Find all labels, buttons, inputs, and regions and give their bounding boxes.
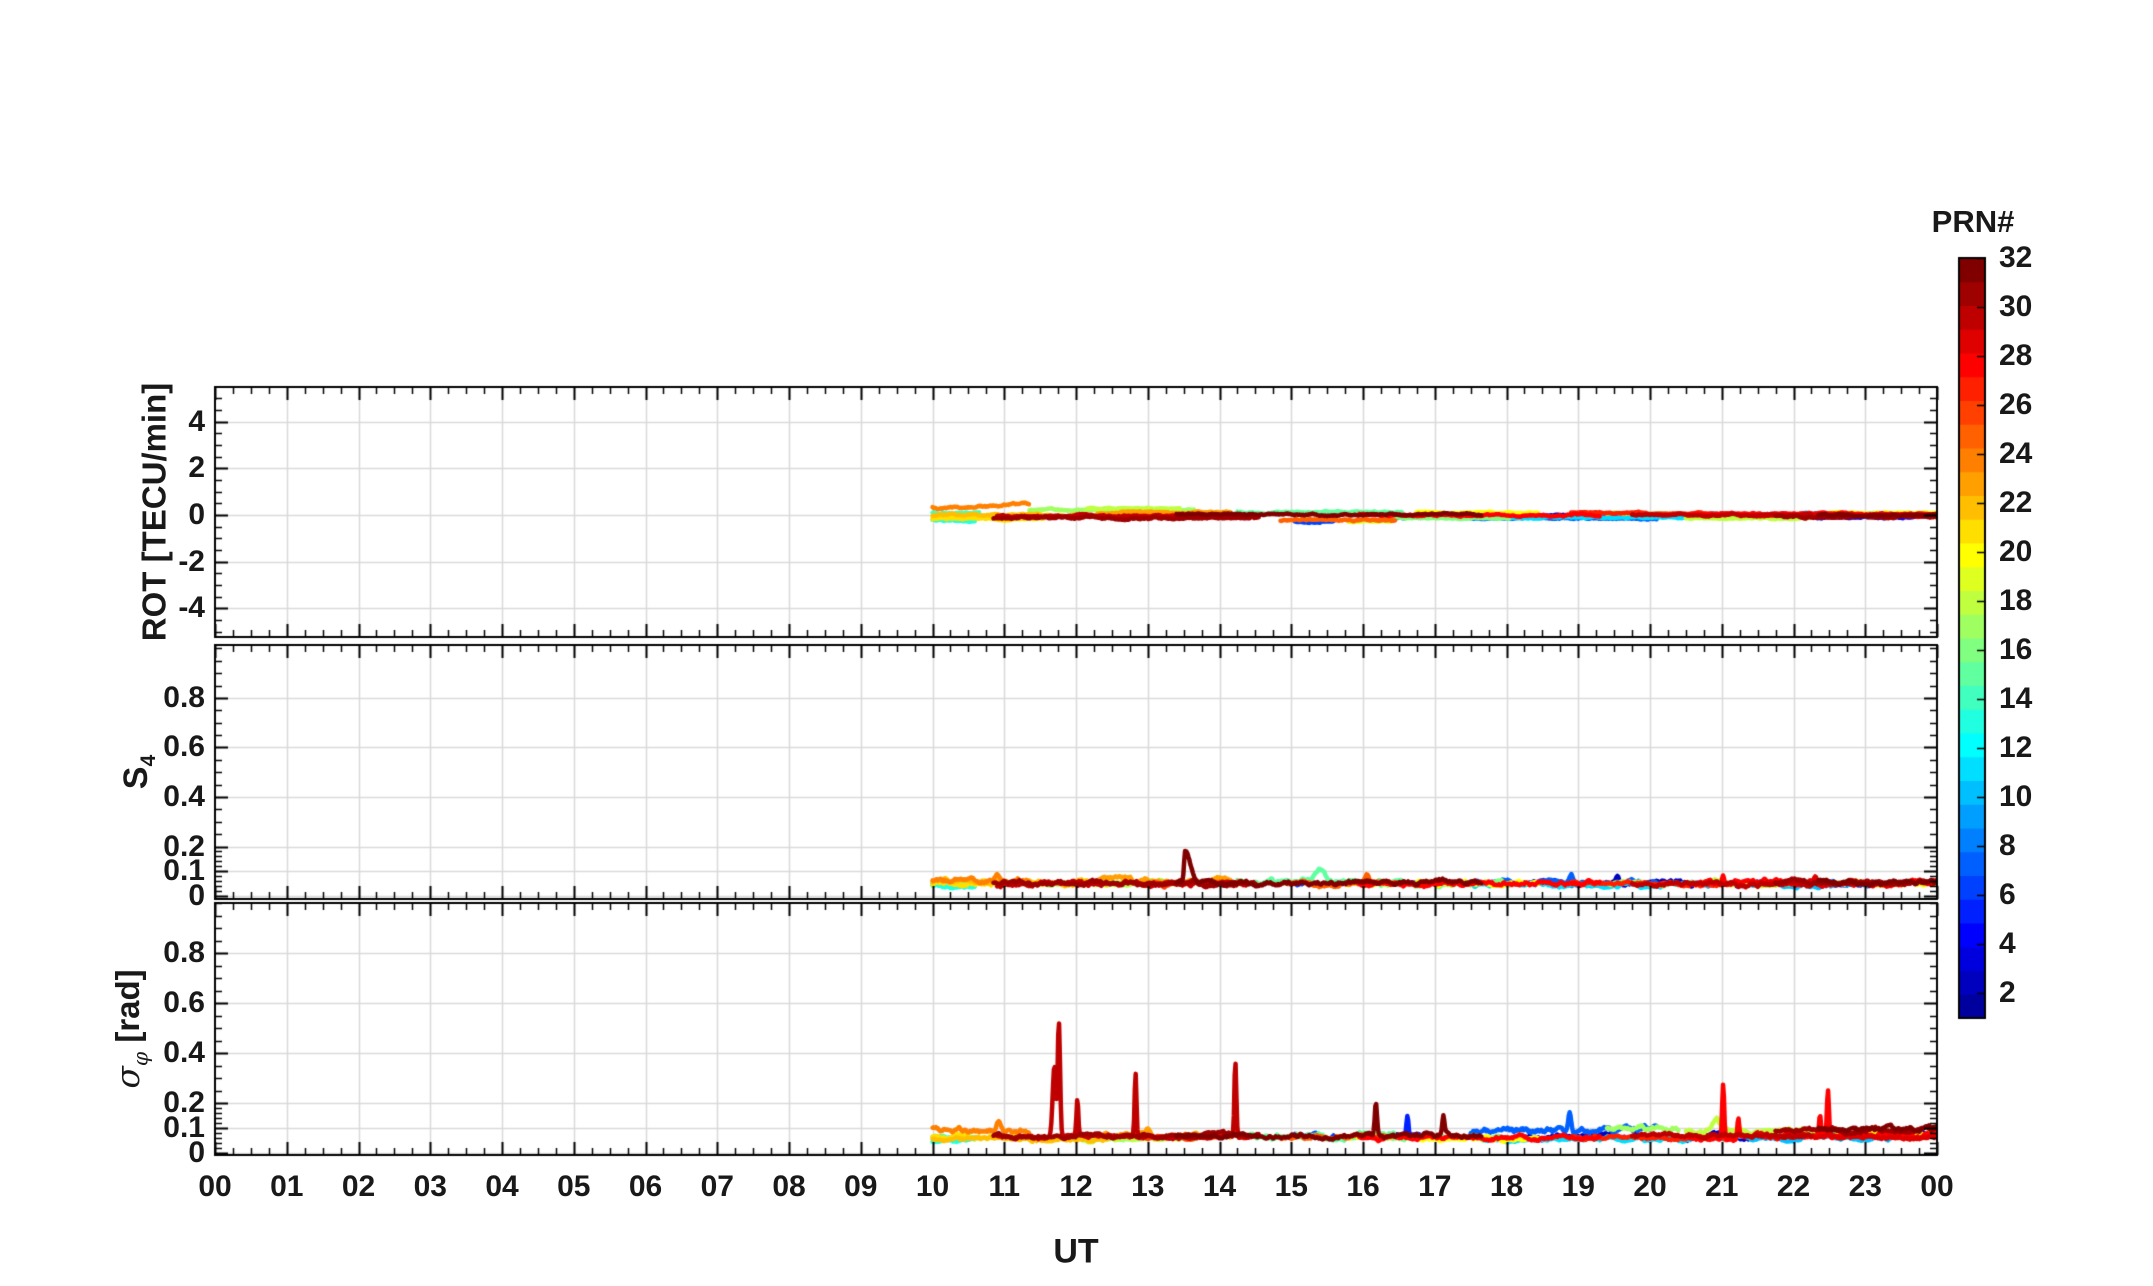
xtick-label: 02 [341, 1170, 376, 1203]
xtick-label: 05 [557, 1170, 591, 1203]
xtick-label: 07 [700, 1170, 734, 1203]
xtick-label: 23 [1848, 1170, 1882, 1203]
xtick-label: 00 [198, 1170, 232, 1203]
xtick-label: 08 [772, 1170, 806, 1203]
x-axis-title: UT [1053, 1233, 1098, 1272]
s4-axis-title: S4 [116, 754, 161, 790]
ytick-label-S4: 0.8 [163, 680, 205, 714]
sigma-phi-unit: [rad] [109, 969, 147, 1052]
rot-axis-title: ROT [TECU/min] [135, 382, 173, 642]
xtick-label: 16 [1346, 1170, 1380, 1203]
colorbar-tick-label: 10 [1999, 780, 2033, 814]
xtick-label: 00 [1920, 1170, 1954, 1203]
ytick-label-sigma_phi: 0.8 [163, 936, 205, 969]
xtick-label: 12 [1059, 1170, 1093, 1203]
colorbar-title: PRN# [1932, 204, 2015, 240]
xtick-label: 14 [1202, 1170, 1237, 1203]
xtick-label: 03 [413, 1170, 447, 1203]
xtick-label: 20 [1633, 1170, 1667, 1203]
xtick-label: 15 [1274, 1170, 1308, 1203]
xtick-label: 11 [988, 1170, 1021, 1203]
colorbar-tick-label: 28 [1999, 339, 2033, 373]
rot-axis-title-text: ROT [TECU/min] [135, 382, 173, 642]
colorbar-tick-label: 14 [1999, 682, 2033, 716]
colorbar-tick-label: 6 [1999, 878, 2016, 912]
x-axis-title-text: UT [1053, 1232, 1099, 1271]
xtick-label: 01 [270, 1170, 304, 1203]
ytick-label-S4: 0.6 [163, 730, 205, 764]
colorbar-tick-label: 18 [1999, 584, 2033, 618]
colorbar-tick-label: 16 [1999, 633, 2033, 667]
ytick-label-ROT: 4 [188, 404, 205, 438]
colorbar-title-text: PRN# [1931, 204, 2015, 239]
s4-axis-title-sub: 4 [137, 754, 161, 767]
colorbar-tick-label: 8 [1999, 829, 2016, 863]
phi-subscript: φ [128, 1051, 153, 1067]
ytick-label-S4: 0 [188, 879, 205, 913]
ytick-label-ROT: -2 [178, 544, 205, 578]
ytick-label-sigma_phi: 0 [188, 1136, 205, 1169]
colorbar-tick-label: 12 [1999, 731, 2033, 765]
xtick-label: 10 [915, 1170, 950, 1203]
sigma-symbol: σ [108, 1066, 148, 1089]
sigma-phi-axis-title: σφ [rad] [108, 969, 153, 1089]
xtick-label: 19 [1561, 1170, 1595, 1203]
xtick-label: 04 [485, 1170, 519, 1203]
ytick-label-S4: 0.1 [163, 854, 205, 888]
ytick-label-S4: 0.4 [163, 780, 205, 813]
xtick-label: 21 [1705, 1170, 1739, 1203]
ytick-label-ROT: 0 [188, 498, 205, 532]
colorbar-tick-label: 24 [1999, 437, 2033, 471]
s4-axis-title-main: S [116, 766, 155, 790]
colorbar-tick-label: 4 [1999, 927, 2016, 961]
xtick-label: 09 [844, 1170, 878, 1203]
ytick-label-sigma_phi: 0.4 [163, 1036, 205, 1069]
xtick-label: 13 [1131, 1170, 1165, 1203]
xtick-label: 06 [628, 1170, 663, 1203]
ytick-label-ROT: -4 [178, 591, 205, 625]
colorbar-tick-label: 2 [1999, 976, 2016, 1010]
ytick-label-sigma_phi: 0.6 [163, 986, 205, 1019]
ytick-label-sigma_phi: 0.2 [163, 1086, 205, 1119]
xtick-label: 17 [1418, 1170, 1452, 1203]
ytick-label-ROT: 2 [188, 451, 205, 485]
xtick-label: 22 [1776, 1170, 1811, 1203]
ytick-label-S4: 0.2 [163, 829, 205, 863]
colorbar-tick-label: 30 [1999, 290, 2033, 324]
colorbar-tick-label: 20 [1999, 535, 2033, 569]
xtick-label: 18 [1489, 1170, 1524, 1203]
colorbar-tick-label: 26 [1999, 388, 2033, 422]
ytick-label-sigma_phi: 0.1 [163, 1111, 205, 1144]
colorbar-tick-label: 22 [1999, 486, 2033, 520]
colorbar-tick-label: 32 [1999, 241, 2033, 274]
